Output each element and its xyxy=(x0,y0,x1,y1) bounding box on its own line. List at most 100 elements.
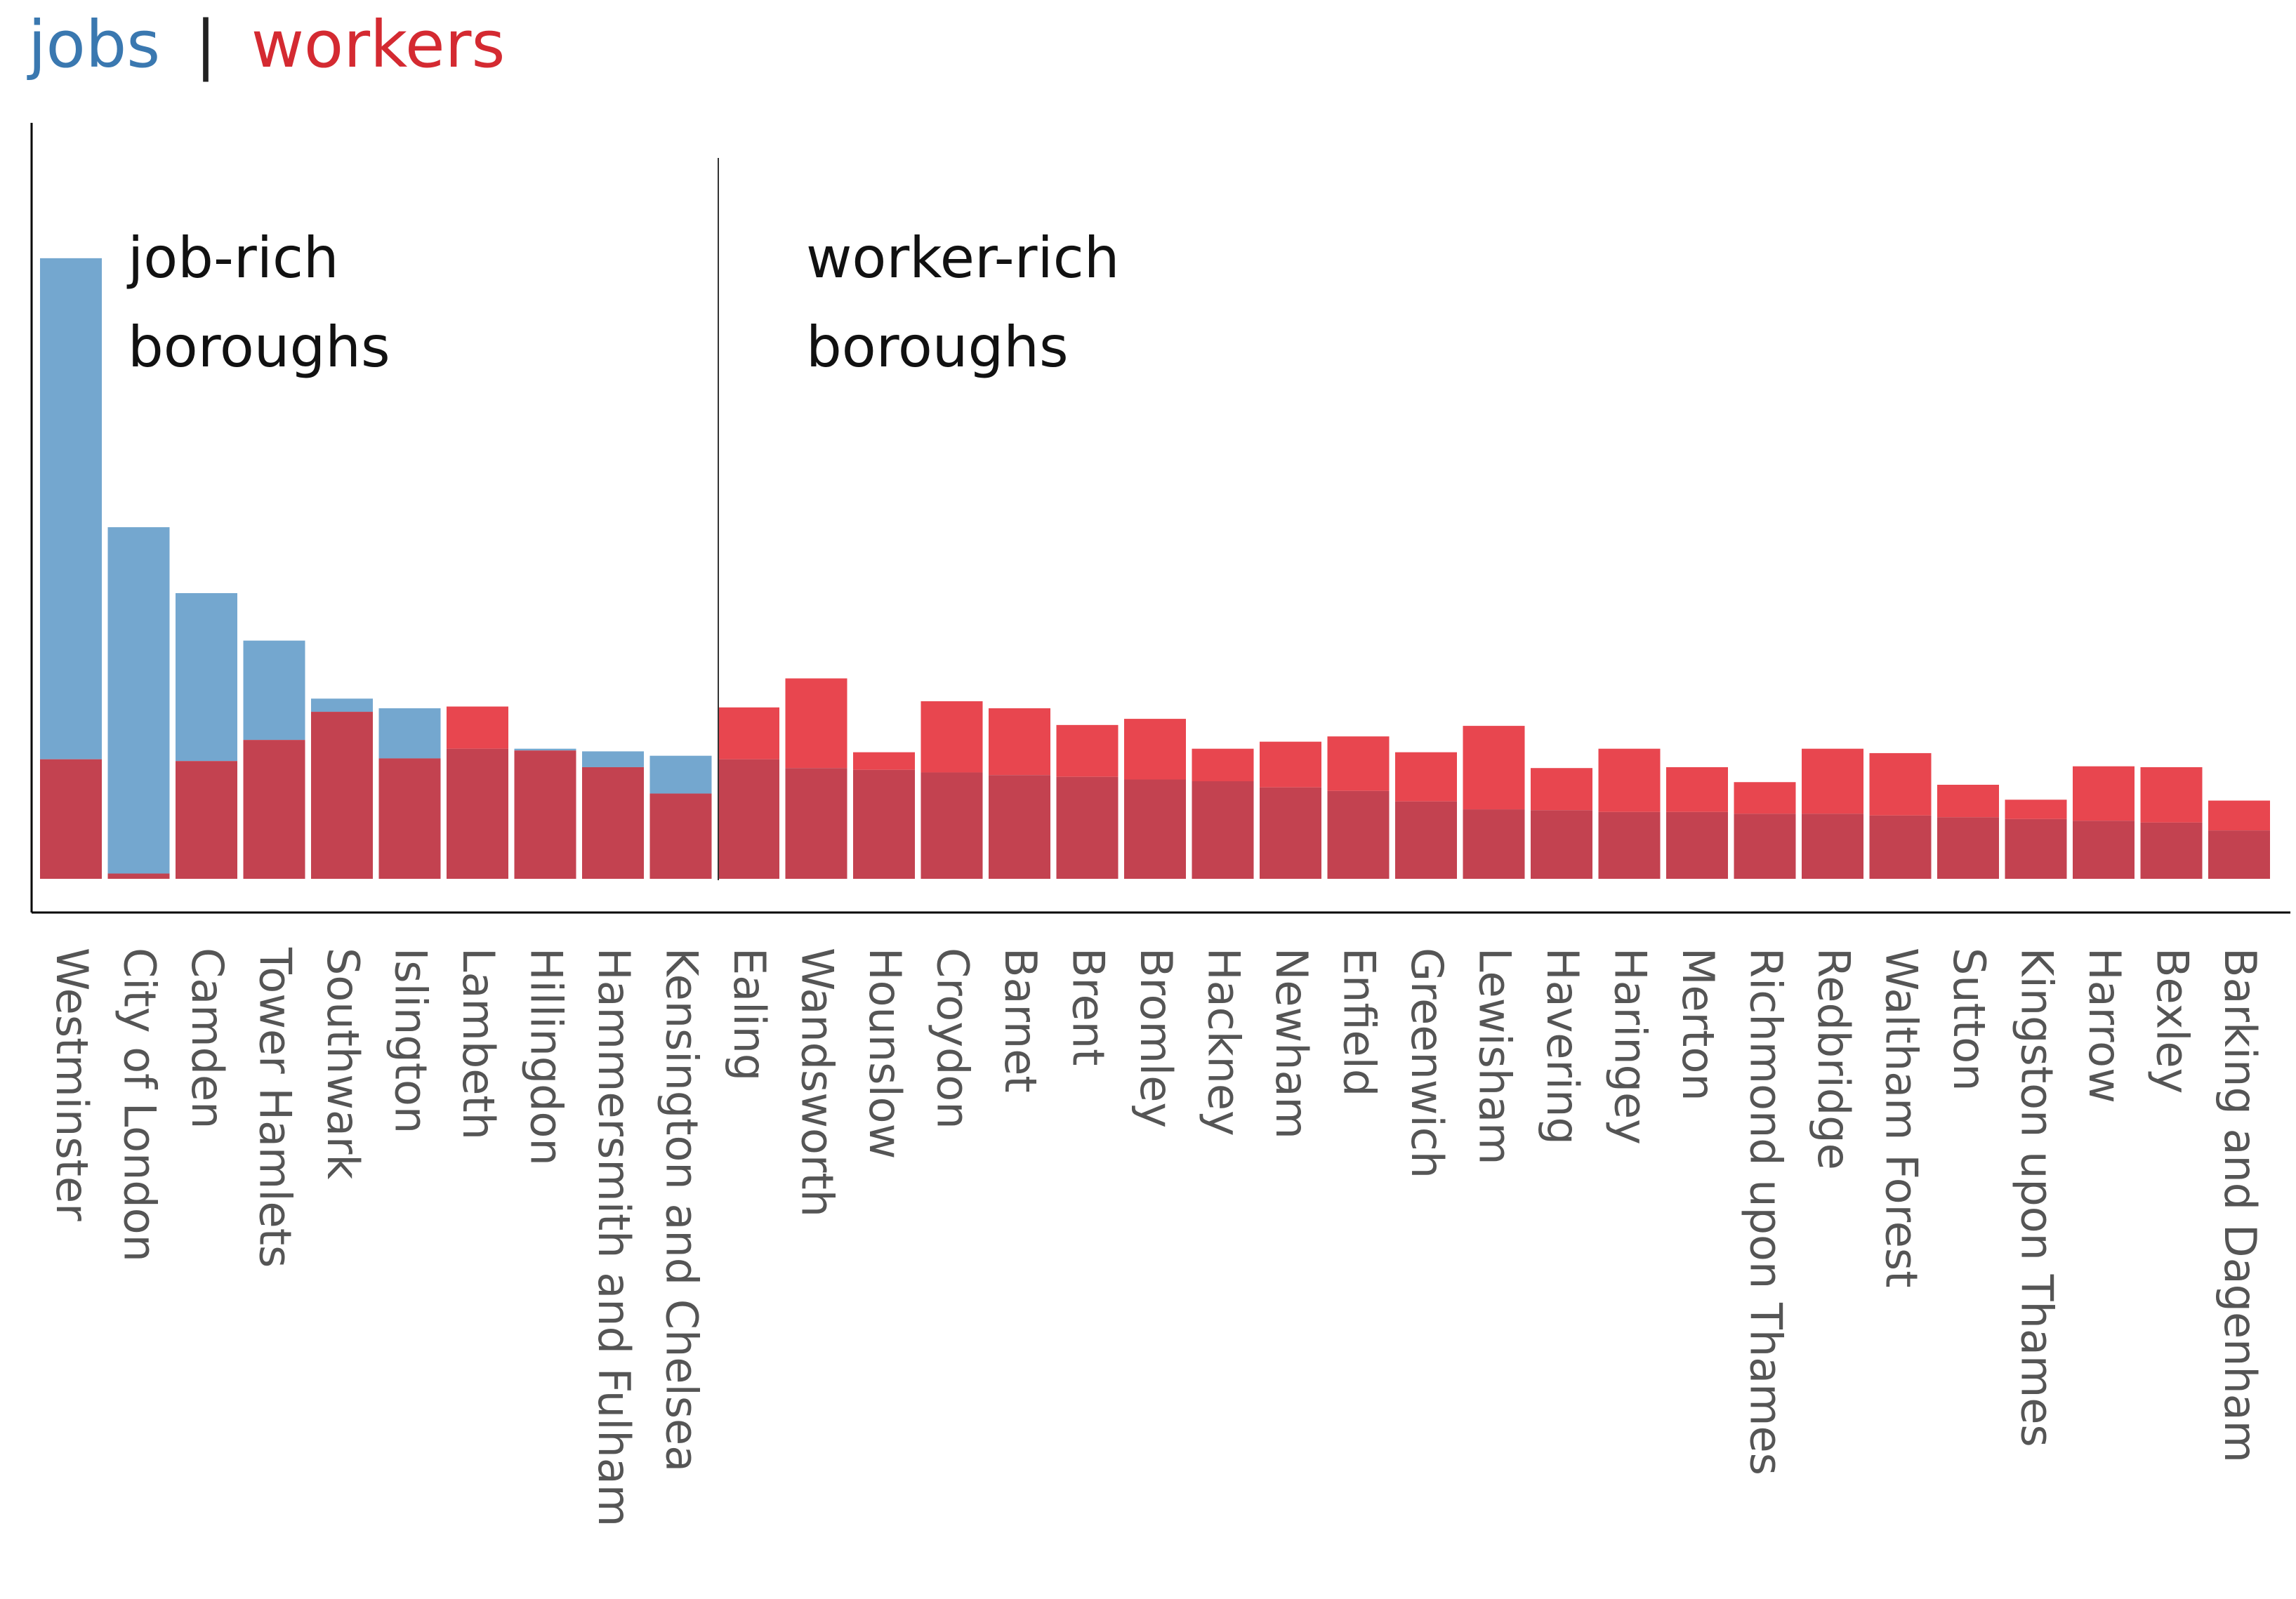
overlap-bar-barking-and-dagenham xyxy=(2208,830,2270,879)
overlap-bar-camden xyxy=(176,761,237,879)
workers-bar-croydon xyxy=(921,701,983,773)
x-tick-label-redbridge: Redbridge xyxy=(1808,948,1859,1170)
overlap-bar-bexley xyxy=(2140,822,2203,879)
annotation-job-rich-line2: boroughs xyxy=(128,314,390,380)
annotation-job-rich-line1: job-rich xyxy=(126,225,339,291)
overlap-bar-tower-hamlets xyxy=(243,740,305,879)
x-tick-label-sutton: Sutton xyxy=(1944,948,1995,1092)
jobs-bar-islington xyxy=(378,708,441,759)
overlap-bar-lambeth xyxy=(447,748,508,879)
jobs-bar-kensington-and-chelsea xyxy=(649,755,712,794)
overlap-bar-bromley xyxy=(1124,779,1186,879)
jobs-bar-westminster xyxy=(40,258,102,759)
workers-bar-hounslow xyxy=(853,752,915,770)
workers-bar-brent xyxy=(1056,724,1119,777)
overlap-bar-kensington-and-chelsea xyxy=(649,793,712,879)
x-tick-label-lambeth: Lambeth xyxy=(453,948,504,1140)
x-tick-label-ealing: Ealing xyxy=(724,948,775,1081)
x-tick-label-camden: Camden xyxy=(182,948,233,1129)
overlap-bar-sutton xyxy=(1937,817,1999,879)
workers-bar-lambeth xyxy=(447,706,508,749)
workers-bar-greenwich xyxy=(1395,752,1457,802)
chart-title: jobs | workers xyxy=(27,7,505,82)
overlap-bar-hammersmith-and-fulham xyxy=(582,767,644,879)
workers-bar-enfield xyxy=(1327,736,1390,791)
overlap-bar-lewisham xyxy=(1463,809,1525,879)
x-tick-labels: Westminster City of London Camden Tower Ham… xyxy=(46,947,2266,1527)
workers-bar-sutton xyxy=(1937,785,1999,818)
workers-bar-havering xyxy=(1531,768,1592,811)
jobs-bar-tower-hamlets xyxy=(243,640,305,741)
workers-bar-barking-and-dagenham xyxy=(2208,800,2270,831)
x-tick-label-tower-hamlets: Tower Hamlets xyxy=(250,947,301,1268)
x-tick-label-bexley: Bexley xyxy=(2147,948,2198,1094)
workers-bar-bexley xyxy=(2140,767,2203,823)
x-tick-label-enfield: Enfield xyxy=(1334,948,1385,1096)
workers-bar-merton xyxy=(1666,767,1728,812)
x-tick-label-islington: Islington xyxy=(385,948,437,1134)
title-workers-label: workers xyxy=(251,7,506,82)
overlap-bar-islington xyxy=(378,758,441,879)
overlap-bar-hounslow xyxy=(853,769,915,879)
x-tick-label-greenwich: Greenwich xyxy=(1401,948,1453,1179)
workers-bar-hackney xyxy=(1192,748,1254,781)
overlap-bar-ealing xyxy=(718,759,779,879)
x-tick-label-hounslow: Hounslow xyxy=(859,948,911,1159)
x-tick-label-newham: Newham xyxy=(1266,948,1317,1139)
x-tick-label-hillingdon: Hillingdon xyxy=(521,948,572,1166)
workers-bar-harrow xyxy=(2073,766,2135,821)
overlap-bar-merton xyxy=(1666,811,1728,879)
overlap-bar-city-of-london xyxy=(107,873,170,879)
workers-bar-redbridge xyxy=(1802,748,1863,814)
x-tick-label-kingston-upon-thames: Kingston upon Thames xyxy=(2012,948,2063,1447)
title-jobs-label: jobs xyxy=(27,7,160,82)
x-tick-label-croydon: Croydon xyxy=(928,948,979,1129)
overlap-bar-westminster xyxy=(40,759,102,879)
x-tick-label-kensington-and-chelsea: Kensington and Chelsea xyxy=(657,948,708,1472)
title-separator: | xyxy=(194,7,216,82)
workers-bar-richmond-upon-thames xyxy=(1734,782,1796,814)
overlap-bar-hillingdon xyxy=(514,750,576,879)
x-tick-label-bromley: Bromley xyxy=(1130,948,1182,1128)
x-tick-label-haringey: Haringey xyxy=(1605,948,1656,1145)
x-tick-label-westminster: Westminster xyxy=(46,948,98,1221)
overlap-bar-kingston-upon-thames xyxy=(2005,818,2067,879)
workers-bar-kingston-upon-thames xyxy=(2005,800,2067,819)
workers-bar-barnet xyxy=(989,708,1050,776)
jobs-bar-hammersmith-and-fulham xyxy=(582,751,644,767)
workers-bar-waltham-forest xyxy=(1869,752,1932,816)
overlap-bar-redbridge xyxy=(1802,814,1863,879)
overlap-bar-enfield xyxy=(1327,790,1390,879)
annotation-worker-rich-line2: boroughs xyxy=(806,314,1069,380)
overlap-bar-southwark xyxy=(311,712,373,879)
jobs-bar-hillingdon xyxy=(514,748,576,751)
overlap-bar-barnet xyxy=(989,775,1050,879)
workers-bar-ealing xyxy=(718,707,779,759)
overlap-bar-haringey xyxy=(1598,811,1661,879)
workers-bar-newham xyxy=(1260,741,1321,788)
overlap-bar-hackney xyxy=(1192,781,1254,879)
annotation-worker-rich-line1: worker-rich xyxy=(806,225,1119,291)
overlap-bar-havering xyxy=(1531,810,1592,879)
overlap-bar-waltham-forest xyxy=(1869,815,1932,879)
x-tick-label-city-of-london: City of London xyxy=(114,948,166,1262)
x-tick-label-waltham-forest: Waltham Forest xyxy=(1876,948,1927,1288)
x-tick-label-wandsworth: Wandsworth xyxy=(792,948,843,1217)
workers-bar-bromley xyxy=(1124,719,1186,780)
jobs-bar-southwark xyxy=(311,698,373,712)
workers-bar-haringey xyxy=(1598,748,1661,812)
jobs-bar-camden xyxy=(176,592,237,762)
x-tick-label-hammersmith-and-fulham: Hammersmith and Fulham xyxy=(588,948,640,1527)
x-tick-label-merton: Merton xyxy=(1672,948,1724,1101)
x-tick-label-harrow: Harrow xyxy=(2079,948,2130,1103)
x-tick-label-hackney: Hackney xyxy=(1199,948,1250,1136)
overlap-bar-greenwich xyxy=(1395,801,1457,879)
x-tick-label-richmond-upon-thames: Richmond upon Thames xyxy=(1741,948,1792,1475)
workers-bar-lewisham xyxy=(1463,726,1525,810)
jobs-bar-city-of-london xyxy=(107,527,170,874)
overlap-bar-newham xyxy=(1260,787,1321,879)
workers-bar-wandsworth xyxy=(785,678,847,769)
x-tick-label-southwark: Southwark xyxy=(317,948,369,1179)
bars-layer xyxy=(40,258,2270,879)
